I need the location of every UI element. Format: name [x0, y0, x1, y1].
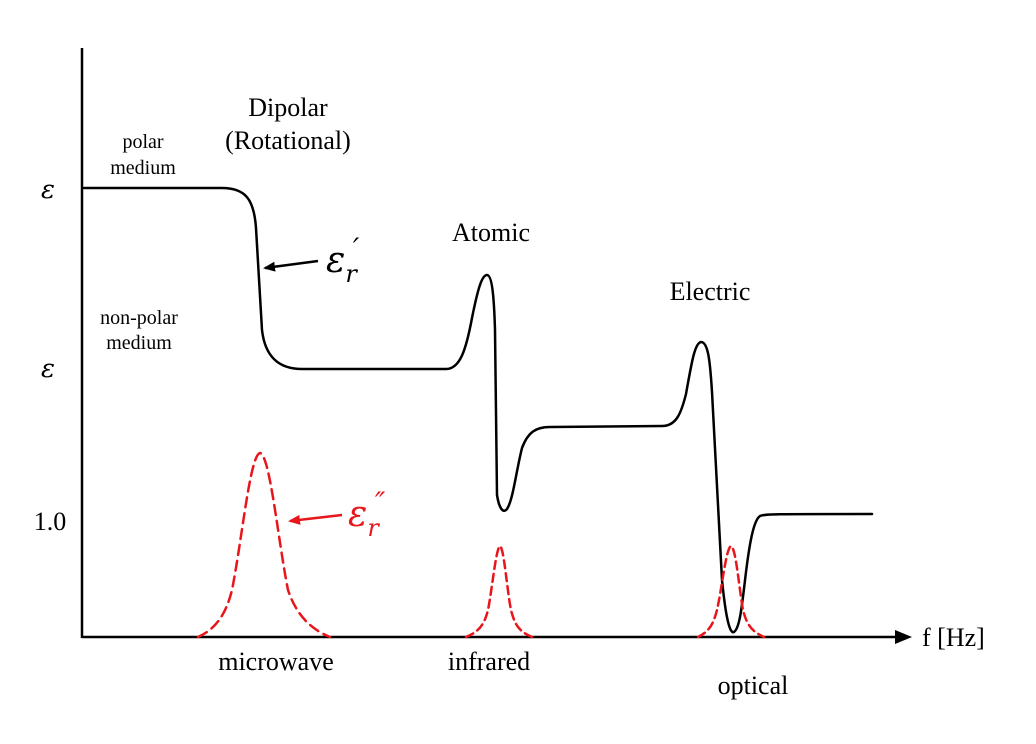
eps-real-pointer-arrow [263, 259, 319, 272]
dipolar-title: Dipolar [248, 93, 328, 122]
x-axis-arrowhead [895, 630, 912, 644]
y-tick-eps-mid: ε [41, 354, 55, 384]
eps-real-sub: r [345, 260, 358, 288]
band-label-optical: optical [718, 671, 789, 700]
electric-title: Electric [670, 277, 751, 306]
rotational-subtitle: (Rotational) [225, 126, 351, 155]
atomic-title: Atomic [452, 218, 530, 247]
eps-real-symbol: εr′ [326, 232, 360, 288]
x-axis-label: f [Hz] [922, 623, 985, 652]
polar-label-line2: medium [110, 157, 176, 179]
eps-imag-symbol: εr″ [348, 486, 386, 542]
eps-imag-double-prime: ″ [375, 486, 386, 519]
nonpolar-label-line2: medium [106, 332, 172, 354]
eps-imag-base: ε [348, 494, 367, 535]
band-label-microwave: microwave [218, 647, 334, 676]
eps-imag-sub: r [367, 514, 380, 542]
eps-imag-pointer-arrow [288, 513, 343, 525]
imag-peak-optical [696, 544, 766, 639]
y-tick-eps-high: ε [41, 175, 55, 205]
polar-label-line1: polar [122, 131, 163, 153]
eps-real-base: ε [326, 240, 345, 281]
imag-peak-infrared [464, 544, 534, 639]
eps-real-prime: ′ [353, 232, 360, 265]
band-label-infrared: infrared [448, 647, 530, 676]
real-permittivity-curve [82, 186, 874, 634]
imag-peak-microwave [196, 451, 332, 639]
nonpolar-label-line1: non-polar [100, 307, 178, 329]
y-tick-one: 1.0 [34, 507, 67, 536]
